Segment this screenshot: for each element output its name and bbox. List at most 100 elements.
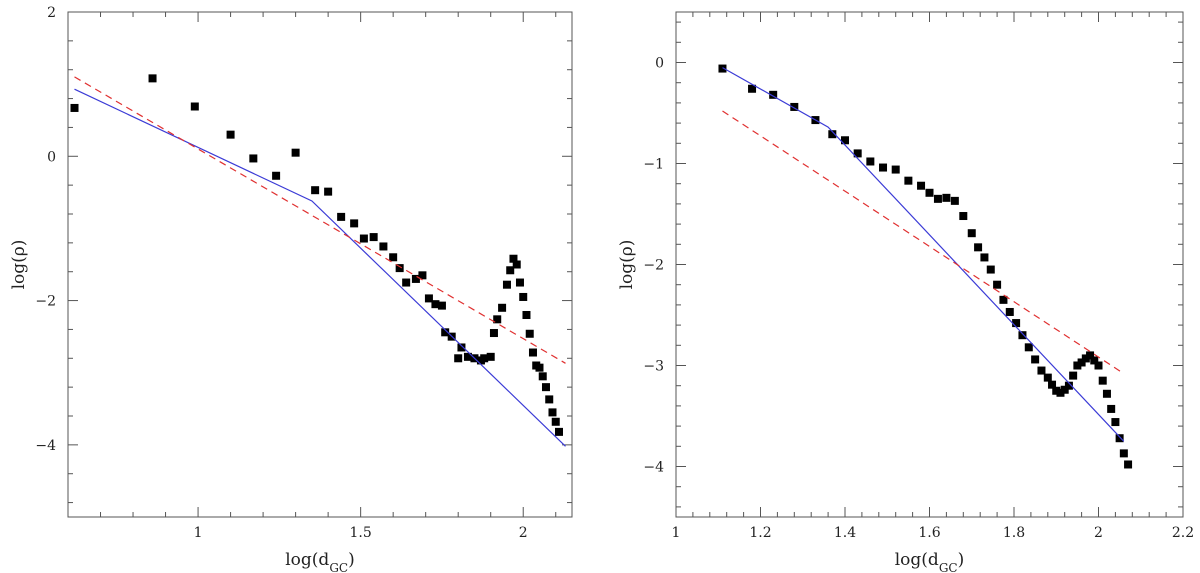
data-point [291, 148, 300, 157]
chart-panel-2: 1 1.2 1.4 1.6 1.8 2 2.2 0 −1 −2 −3 −4 log(dGC) log(ρ) [617, 11, 1194, 573]
data-point [551, 417, 560, 426]
data-point [974, 243, 983, 252]
x-tick-label: 1.8 [1003, 525, 1025, 541]
data-point [980, 253, 989, 262]
y-tick-label: −4 [35, 438, 56, 454]
data-point [1081, 354, 1090, 363]
y-axis-label: log(ρ) [617, 240, 637, 290]
data-point [424, 294, 433, 303]
data-point [1115, 434, 1124, 443]
data-point [999, 295, 1008, 304]
data-point [1018, 331, 1027, 340]
data-point [1111, 418, 1120, 427]
data-point [535, 363, 544, 372]
data-point [506, 266, 515, 275]
data-point [489, 329, 498, 338]
x-tick-label: 1.6 [918, 525, 940, 541]
data-point [337, 212, 346, 221]
x-tick-label: 1.5 [350, 525, 372, 541]
data-point [554, 427, 563, 436]
data-point [1043, 373, 1052, 382]
data-point [437, 301, 446, 310]
fit-line-solid [722, 67, 1125, 442]
data-point [515, 278, 524, 287]
data-point [369, 233, 378, 242]
data-point [1098, 376, 1107, 385]
data-point [1037, 366, 1046, 375]
data-point [1024, 343, 1033, 352]
data-point [925, 188, 934, 197]
data-point [950, 196, 959, 205]
data-point [866, 157, 875, 166]
data-point [1094, 361, 1103, 370]
data-point [311, 186, 320, 195]
data-point [841, 136, 849, 145]
data-point [480, 354, 489, 363]
data-point [418, 271, 427, 280]
data-point [1077, 358, 1086, 367]
data-point [1056, 388, 1065, 397]
data-point [891, 165, 900, 174]
data-point [502, 280, 511, 289]
fit-line-dashed [74, 76, 566, 364]
data-point [148, 74, 157, 83]
y-tick-label: 0 [655, 56, 664, 72]
y-tick-label: −2 [643, 258, 664, 274]
data-point [718, 64, 727, 73]
data-point [486, 352, 495, 361]
data-point [350, 219, 359, 228]
data-point [1107, 404, 1116, 413]
x-tick-label: 1.4 [834, 525, 856, 541]
x-tick-label: 1.2 [749, 525, 771, 541]
data-point [359, 234, 368, 243]
data-point [1052, 386, 1061, 395]
y-tick-label: 0 [47, 149, 56, 165]
data-point [498, 303, 507, 312]
fit-line-solid [74, 88, 566, 447]
data-point [463, 352, 472, 361]
data-point [917, 181, 926, 190]
data-point [249, 154, 258, 163]
data-point [1102, 389, 1111, 398]
data-point [828, 130, 837, 139]
x-axis-label: log(dGC) [895, 550, 965, 573]
data-point [538, 372, 547, 381]
data-point [519, 292, 528, 301]
data-point [1064, 381, 1073, 390]
data-point [1005, 307, 1014, 316]
data-point [272, 171, 281, 180]
data-point [1119, 449, 1128, 458]
x-tick-label: 1 [672, 525, 681, 541]
data-point [402, 278, 411, 287]
fit-line-dashed [722, 110, 1125, 375]
y-tick-label: −1 [643, 157, 664, 173]
data-point [1060, 385, 1069, 394]
y-axis-label: log(ρ) [9, 240, 29, 290]
data-point [528, 348, 537, 357]
data-point [959, 212, 968, 221]
data-point [441, 328, 450, 337]
data-point [395, 264, 404, 273]
data-point [411, 274, 420, 283]
data-point [993, 280, 1002, 289]
y-tick-label: −4 [643, 460, 664, 476]
data-point [493, 315, 502, 324]
data-point [548, 408, 557, 417]
data-point [967, 229, 976, 238]
data-point [70, 103, 79, 112]
data-point [748, 84, 757, 93]
x-tick-label: 2 [519, 525, 528, 541]
data-point [986, 265, 995, 274]
data-point [933, 194, 942, 203]
data-point [324, 187, 333, 196]
data-point [1124, 460, 1133, 469]
data-point [879, 163, 888, 172]
data-point [545, 395, 554, 404]
data-point [379, 242, 388, 251]
data-point [904, 176, 913, 185]
y-tick-label: −2 [35, 294, 56, 310]
data-point [1086, 351, 1095, 360]
y-tick-label: 2 [47, 5, 56, 21]
data-point [769, 90, 778, 99]
